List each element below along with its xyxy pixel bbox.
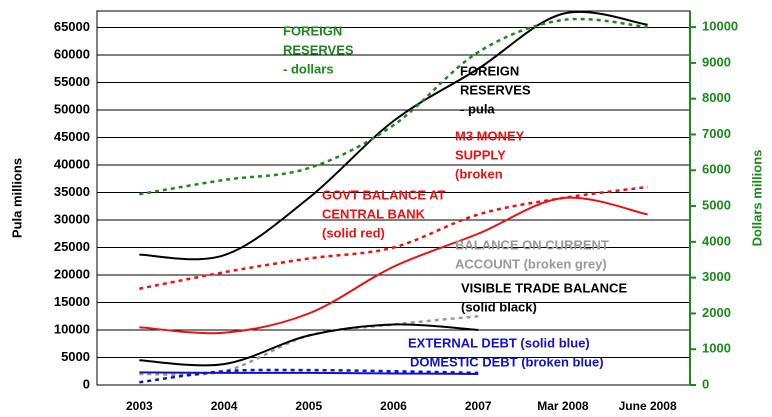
x-tick-label: 2005 <box>295 399 322 413</box>
y2-tick-label: 7000 <box>702 126 731 141</box>
annotation: GOVT BALANCE AT <box>322 187 446 202</box>
y2-tick-label: 6000 <box>702 162 731 177</box>
x-tick-label: Mar 2008 <box>537 399 589 413</box>
y2-tick-label: 3000 <box>702 269 731 284</box>
annotation: FOREIGN <box>283 23 342 38</box>
annotation: - pula <box>460 101 495 116</box>
annotation: ACCOUNT (broken grey) <box>455 256 607 271</box>
x-tick-label: June 2008 <box>619 399 677 413</box>
y2-axis-label: Dollars millions <box>749 150 764 247</box>
annotation: VISIBLE TRADE BALANCE <box>461 280 627 295</box>
annotation: DOMESTIC DEBT (broken blue) <box>410 354 604 369</box>
y-tick-label: 15000 <box>54 294 90 309</box>
annotation: RESERVES <box>283 42 354 57</box>
x-tick-label: 2004 <box>211 399 238 413</box>
x-tick-label: 2003 <box>126 399 153 413</box>
y2-tick-label: 8000 <box>702 90 731 105</box>
y-tick-label: 5000 <box>61 349 90 364</box>
y-tick-label: 25000 <box>54 239 90 254</box>
y-tick-label: 65000 <box>54 19 90 34</box>
y2-tick-label: 4000 <box>702 233 731 248</box>
y-tick-label: 35000 <box>54 184 90 199</box>
y2-tick-label: 9000 <box>702 54 731 69</box>
annotation: CENTRAL BANK <box>322 206 426 221</box>
series-line <box>139 368 479 384</box>
series-line <box>139 10 648 261</box>
y-tick-label: 10000 <box>54 321 90 336</box>
annotation: RESERVES <box>460 82 531 97</box>
y2-tick-label: 10000 <box>702 19 738 34</box>
x-tick-label: 2006 <box>380 399 407 413</box>
series-line <box>139 371 479 375</box>
y-tick-label: 45000 <box>54 129 90 144</box>
series-line <box>139 17 648 196</box>
y-axis-label: Pula millions <box>9 158 24 238</box>
y2-tick-label: 0 <box>702 376 709 391</box>
annotation: SUPPLY <box>455 147 506 162</box>
series-line <box>139 196 648 335</box>
annotation: - dollars <box>283 61 334 76</box>
y-tick-label: 55000 <box>54 74 90 89</box>
annotation: M3 MONEY <box>455 128 525 143</box>
y2-tick-label: 5000 <box>702 197 731 212</box>
y2-tick-label: 2000 <box>702 305 731 320</box>
y-tick-label: 20000 <box>54 266 90 281</box>
annotation: (broken <box>455 166 503 181</box>
annotation: FOREIGN <box>460 63 519 78</box>
y-tick-label: 40000 <box>54 156 90 171</box>
y2-tick-label: 1000 <box>702 341 731 356</box>
y-tick-label: 0 <box>83 376 90 391</box>
series-line <box>139 323 479 367</box>
annotation: BALANCE ON CURRENT <box>455 237 609 252</box>
x-tick-label: 2007 <box>465 399 492 413</box>
annotation: (solid black) <box>461 299 537 314</box>
y-tick-label: 50000 <box>54 101 90 116</box>
annotation: (solid red) <box>322 225 385 240</box>
y-tick-label: 60000 <box>54 46 90 61</box>
y-tick-label: 30000 <box>54 211 90 226</box>
annotation: EXTERNAL DEBT (solid blue) <box>408 335 590 350</box>
